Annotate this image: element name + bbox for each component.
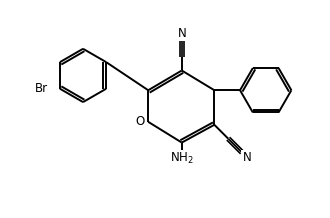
Text: N: N <box>178 27 186 40</box>
Text: NH$_2$: NH$_2$ <box>170 151 194 166</box>
Text: O: O <box>136 115 145 128</box>
Text: Br: Br <box>35 82 48 95</box>
Text: N: N <box>243 151 251 164</box>
